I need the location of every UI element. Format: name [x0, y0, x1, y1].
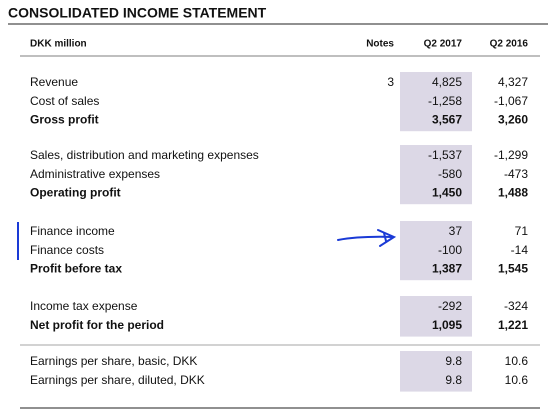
highlight-column [400, 145, 472, 205]
total-label: Operating profit [30, 185, 121, 199]
value-q2017: -100 [438, 243, 462, 257]
total-label: Gross profit [30, 112, 99, 126]
value-q2017: 4,825 [432, 75, 462, 89]
value-q2017: 9.8 [445, 373, 462, 387]
header-notes: Notes [366, 39, 394, 50]
annotation-arrow [337, 229, 397, 247]
value-q2016: 4,327 [498, 75, 528, 89]
row-label: Income tax expense [30, 299, 138, 313]
row-label: Sales, distribution and marketing expens… [30, 148, 259, 162]
highlight-column [400, 72, 472, 132]
row-label: Finance income [30, 224, 115, 238]
row-label: Revenue [30, 75, 78, 89]
row-label: Cost of sales [30, 94, 99, 108]
value-q2017: -1,258 [428, 94, 462, 108]
title: CONSOLIDATED INCOME STATEMENT [8, 5, 267, 21]
header-label: DKK million [30, 39, 87, 50]
value-q2016: 71 [515, 224, 529, 238]
value-q2017: 9.8 [445, 354, 462, 368]
value-q2016: -473 [504, 167, 528, 181]
value-q2016: 1,221 [498, 318, 528, 332]
value-q2017: 3,567 [432, 112, 462, 126]
value-q2016: 1,488 [498, 185, 528, 199]
row-notes: 3 [387, 75, 394, 89]
value-q2016: -1,299 [494, 148, 528, 162]
value-q2016: 10.6 [505, 373, 529, 387]
header-col2: Q2 2016 [490, 39, 529, 50]
highlight-column [400, 296, 472, 337]
value-q2017: -580 [438, 167, 462, 181]
highlight-column [400, 351, 472, 392]
value-q2017: 1,450 [432, 185, 462, 199]
value-q2017: -292 [438, 299, 462, 313]
value-q2016: -14 [511, 243, 529, 257]
value-q2016: -324 [504, 299, 528, 313]
highlight-column [400, 221, 472, 281]
value-q2017: 1,387 [432, 261, 462, 275]
value-q2017: 37 [449, 224, 463, 238]
value-q2017: 1,095 [432, 318, 462, 332]
value-q2016: 3,260 [498, 112, 528, 126]
total-label: Profit before tax [30, 261, 122, 275]
value-q2016: 10.6 [505, 354, 529, 368]
row-label: Earnings per share, basic, DKK [30, 354, 197, 368]
row-label: Earnings per share, diluted, DKK [30, 373, 205, 387]
row-label: Finance costs [30, 243, 104, 257]
value-q2017: -1,537 [428, 148, 462, 162]
header-col1: Q2 2017 [424, 39, 463, 50]
value-q2016: 1,545 [498, 261, 528, 275]
total-label: Net profit for the period [30, 318, 164, 332]
row-label: Administrative expenses [30, 167, 160, 181]
value-q2016: -1,067 [494, 94, 528, 108]
